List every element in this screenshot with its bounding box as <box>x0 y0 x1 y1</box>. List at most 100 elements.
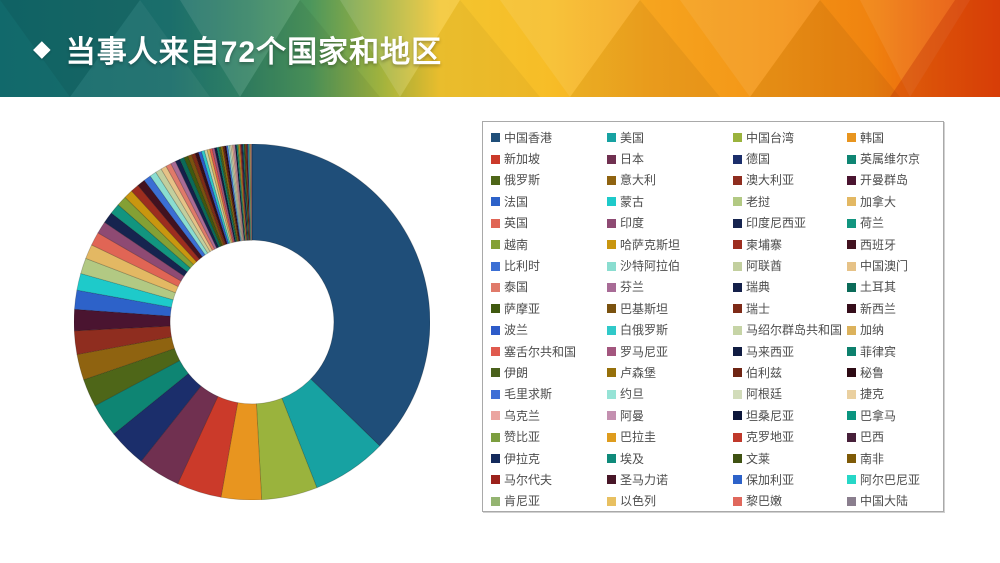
legend-item: 英属维尔京 <box>847 148 943 169</box>
legend-swatch <box>607 368 616 378</box>
legend-item: 南非 <box>847 448 943 469</box>
legend-item: 以色列 <box>607 491 733 511</box>
legend-swatch <box>733 475 742 485</box>
legend-label: 越南 <box>504 237 529 252</box>
legend-label: 哈萨克斯坦 <box>620 237 681 252</box>
legend-item: 柬埔寨 <box>733 234 847 255</box>
legend-label: 老挝 <box>746 194 771 209</box>
legend-swatch <box>733 218 742 228</box>
legend-label: 俄罗斯 <box>504 173 541 188</box>
legend-label: 中国台湾 <box>746 130 795 145</box>
legend-item: 伊朗 <box>491 362 607 383</box>
legend-swatch <box>607 240 616 250</box>
legend-item: 中国澳门 <box>847 255 943 276</box>
legend-item: 印度尼西亚 <box>733 213 847 234</box>
legend-swatch <box>847 154 856 164</box>
donut-chart <box>73 143 431 501</box>
legend-label: 菲律宾 <box>860 344 897 359</box>
legend-label: 阿联酋 <box>746 259 783 274</box>
legend-label: 蒙古 <box>620 194 645 209</box>
legend-swatch <box>847 261 856 271</box>
legend-swatch <box>607 261 616 271</box>
legend-item: 马尔代夫 <box>491 469 607 490</box>
legend-item: 塞舌尔共和国 <box>491 341 607 362</box>
legend-item: 卢森堡 <box>607 362 733 383</box>
legend-item: 赞比亚 <box>491 426 607 447</box>
legend-item: 泰国 <box>491 277 607 298</box>
legend-swatch <box>733 411 742 421</box>
legend-label: 巴拿马 <box>860 408 897 423</box>
legend-swatch <box>847 304 856 314</box>
legend-item: 克罗地亚 <box>733 426 847 447</box>
legend-swatch <box>733 432 742 442</box>
legend-label: 埃及 <box>620 451 645 466</box>
legend-item: 伯利兹 <box>733 362 847 383</box>
legend-item: 俄罗斯 <box>491 170 607 191</box>
legend-swatch <box>491 368 500 378</box>
legend-item: 西班牙 <box>847 234 943 255</box>
legend-swatch <box>847 133 856 143</box>
legend-label: 法国 <box>504 194 529 209</box>
diamond-bullet-icon: ◆ <box>33 35 51 61</box>
legend-label: 印度 <box>620 216 645 231</box>
legend-label: 印度尼西亚 <box>746 216 807 231</box>
legend-label: 加纳 <box>860 323 885 338</box>
legend-swatch <box>847 496 856 506</box>
legend-item: 意大利 <box>607 170 733 191</box>
legend-label: 圣马力诺 <box>620 472 669 487</box>
legend-swatch <box>847 218 856 228</box>
legend-swatch <box>491 197 500 207</box>
legend-label: 瑞典 <box>746 280 771 295</box>
legend-label: 瑞士 <box>746 301 771 316</box>
legend-swatch <box>733 368 742 378</box>
legend-label: 新西兰 <box>860 301 897 316</box>
legend-swatch <box>733 325 742 335</box>
legend-label: 南非 <box>860 451 885 466</box>
legend-swatch <box>491 154 500 164</box>
legend-item: 土耳其 <box>847 277 943 298</box>
legend-item: 印度 <box>607 213 733 234</box>
title-row: ◆ 当事人来自72个国家和地区 <box>33 0 442 97</box>
legend-item: 蒙古 <box>607 191 733 212</box>
legend-label: 西班牙 <box>860 237 897 252</box>
legend-item: 日本 <box>607 148 733 169</box>
legend-swatch <box>733 282 742 292</box>
legend-label: 阿尔巴尼亚 <box>860 472 921 487</box>
legend-label: 韩国 <box>860 130 885 145</box>
legend-swatch <box>847 475 856 485</box>
legend-label: 比利时 <box>504 259 541 274</box>
legend-label: 英属维尔京 <box>860 152 921 167</box>
legend-swatch <box>607 133 616 143</box>
legend-item: 阿根廷 <box>733 384 847 405</box>
legend-label: 黎巴嫩 <box>746 494 783 509</box>
legend-item: 哈萨克斯坦 <box>607 234 733 255</box>
legend-swatch <box>847 282 856 292</box>
legend-item: 肯尼亚 <box>491 491 607 511</box>
legend-item: 圣马力诺 <box>607 469 733 490</box>
legend-label: 荷兰 <box>860 216 885 231</box>
chart-legend: 中国香港 美国 中国台湾 韩国 新加坡 日本 德国 英属维尔京 俄罗斯 意大利 澳大利亚 开曼群岛 法国… <box>482 121 944 512</box>
legend-label: 中国澳门 <box>860 259 909 274</box>
legend-swatch <box>733 454 742 464</box>
legend-label: 加拿大 <box>860 194 897 209</box>
legend-swatch <box>847 175 856 185</box>
legend-item: 乌克兰 <box>491 405 607 426</box>
legend-label: 罗马尼亚 <box>620 344 669 359</box>
legend-item: 开曼群岛 <box>847 170 943 191</box>
legend-label: 文莱 <box>746 451 771 466</box>
legend-swatch <box>847 411 856 421</box>
legend-label: 开曼群岛 <box>860 173 909 188</box>
legend-swatch <box>847 347 856 357</box>
legend-swatch <box>847 432 856 442</box>
legend-item: 阿曼 <box>607 405 733 426</box>
legend-label: 毛里求斯 <box>504 387 553 402</box>
legend-swatch <box>847 368 856 378</box>
legend-label: 肯尼亚 <box>504 494 541 509</box>
legend-item: 约旦 <box>607 384 733 405</box>
legend-label: 新加坡 <box>504 152 541 167</box>
legend-swatch <box>733 175 742 185</box>
legend-swatch <box>491 282 500 292</box>
legend-item: 德国 <box>733 148 847 169</box>
legend-swatch <box>491 261 500 271</box>
